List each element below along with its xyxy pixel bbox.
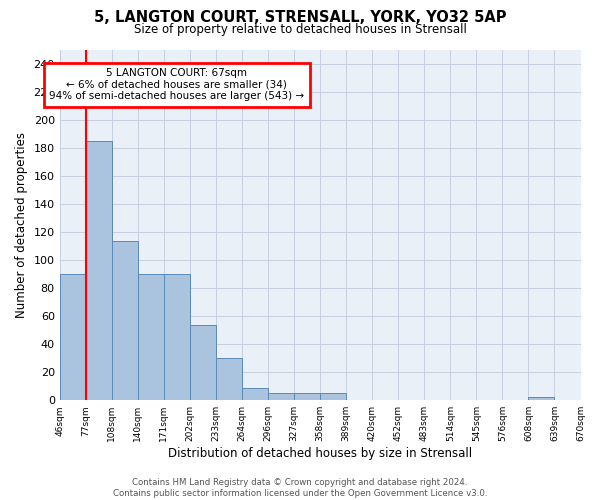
Y-axis label: Number of detached properties: Number of detached properties xyxy=(15,132,28,318)
Bar xyxy=(268,393,294,400)
Bar xyxy=(529,398,554,400)
Text: 5, LANGTON COURT, STRENSALL, YORK, YO32 5AP: 5, LANGTON COURT, STRENSALL, YORK, YO32 … xyxy=(94,10,506,25)
Bar xyxy=(320,393,346,400)
X-axis label: Distribution of detached houses by size in Strensall: Distribution of detached houses by size … xyxy=(168,447,472,460)
Bar xyxy=(138,274,164,400)
Bar xyxy=(86,141,112,400)
Text: 5 LANGTON COURT: 67sqm
← 6% of detached houses are smaller (34)
94% of semi-deta: 5 LANGTON COURT: 67sqm ← 6% of detached … xyxy=(49,68,304,102)
Bar xyxy=(190,324,216,400)
Bar xyxy=(164,274,190,400)
Bar xyxy=(242,388,268,400)
Text: Contains HM Land Registry data © Crown copyright and database right 2024.
Contai: Contains HM Land Registry data © Crown c… xyxy=(113,478,487,498)
Text: Size of property relative to detached houses in Strensall: Size of property relative to detached ho… xyxy=(134,22,466,36)
Bar xyxy=(59,274,86,400)
Bar xyxy=(216,358,242,400)
Bar xyxy=(112,240,138,400)
Bar xyxy=(294,393,320,400)
